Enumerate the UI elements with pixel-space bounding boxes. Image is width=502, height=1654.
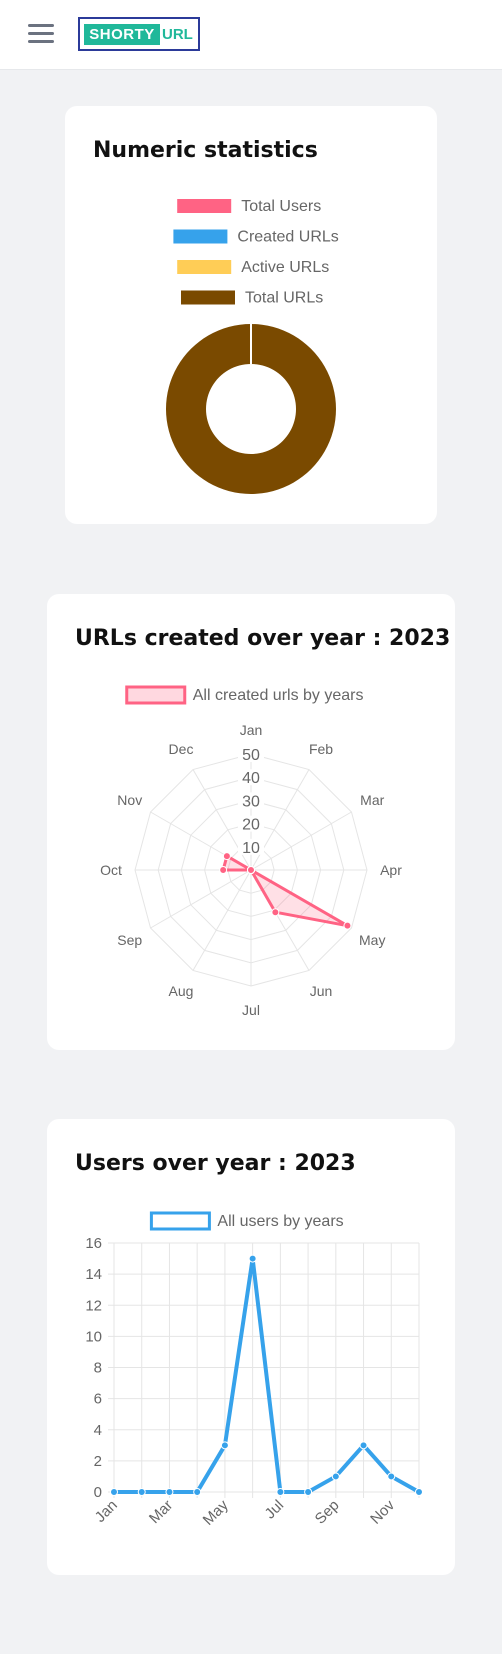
- y-tick-label: 10: [85, 1328, 102, 1345]
- logo-text-url: URL: [162, 26, 193, 43]
- legend-swatch: [177, 260, 232, 274]
- card-title: URLs created over year : 2023: [75, 626, 451, 651]
- x-tick-label: Mar: [146, 1497, 176, 1527]
- series-point: [415, 1488, 423, 1496]
- y-tick-label: 16: [85, 1235, 102, 1252]
- radar-tick-backdrop: [238, 815, 264, 832]
- radar-axis-label: Jul: [242, 1002, 260, 1018]
- radar-tick-backdrop: [238, 792, 264, 809]
- radar-point: [219, 866, 228, 874]
- legend-label: Created URLs: [237, 229, 338, 246]
- legend-label: Active URLs: [241, 259, 329, 276]
- x-tick-label: May: [200, 1496, 232, 1528]
- series-point: [248, 1254, 257, 1263]
- radar-axis-label: Apr: [380, 862, 402, 878]
- radar-axis-label: Mar: [360, 792, 384, 808]
- radar-axis-label: Nov: [117, 792, 142, 808]
- x-tick-label: Sep: [312, 1497, 343, 1528]
- legend-swatch: [173, 229, 228, 244]
- menu-line: [28, 24, 54, 27]
- series-point: [304, 1488, 313, 1496]
- radar-tick-label: 10: [242, 840, 260, 857]
- series-point: [165, 1488, 174, 1496]
- top-navbar: SHORTY URL: [0, 0, 502, 70]
- urls-created-card: URLs created over year : 2023 All create…: [47, 594, 455, 1050]
- radar-axis-label: May: [359, 932, 385, 948]
- series-point: [331, 1472, 340, 1481]
- legend-swatch: [181, 290, 235, 305]
- legend-swatch: [177, 199, 232, 213]
- radar-tick-backdrop: [238, 838, 264, 855]
- y-tick-label: 0: [94, 1484, 102, 1501]
- hamburger-menu-icon[interactable]: [28, 22, 54, 44]
- radar-axis-label: Aug: [169, 983, 194, 999]
- y-tick-label: 14: [85, 1266, 102, 1283]
- radar-spoke: [250, 811, 352, 871]
- y-tick-label: 8: [94, 1360, 102, 1377]
- menu-line: [28, 40, 54, 43]
- y-tick-label: 6: [94, 1391, 102, 1408]
- series-point: [110, 1488, 118, 1496]
- y-tick-label: 2: [94, 1453, 102, 1470]
- card-title: Users over year : 2023: [75, 1151, 356, 1176]
- series-line: [114, 1256, 420, 1494]
- legend-label: Total Users: [241, 198, 321, 215]
- card-title: Numeric statistics: [93, 138, 318, 163]
- radar-spoke: [150, 869, 252, 929]
- numeric-statistics-card: Numeric statistics Total Users Created UR…: [65, 106, 437, 524]
- x-tick-label: Jan: [92, 1497, 121, 1526]
- series-point: [359, 1441, 368, 1450]
- series-point: [220, 1441, 229, 1450]
- y-tick-label: 12: [85, 1297, 102, 1314]
- radar-point: [247, 866, 255, 874]
- series-point: [137, 1488, 146, 1496]
- radar-axis-label: Feb: [309, 741, 333, 757]
- doughnut-chart: Total Users Created URLs Active URLs Total …: [165, 198, 339, 495]
- radar-tick-label: 30: [242, 793, 260, 810]
- radar-spoke: [192, 869, 252, 971]
- menu-line: [28, 32, 54, 35]
- shorty-url-logo[interactable]: SHORTY URL: [78, 17, 200, 51]
- radar-tick-label: 40: [242, 770, 260, 787]
- radar-chart: All created urls by years Jan Feb Mar Apr May…: [100, 685, 402, 1018]
- radar-tick-label: 20: [242, 817, 260, 834]
- legend-label: Total URLs: [245, 290, 323, 307]
- legend-swatch: [125, 685, 187, 705]
- y-tick-label: 4: [94, 1422, 102, 1439]
- doughnut-slice: [165, 324, 336, 495]
- radar-point: [222, 852, 231, 861]
- radar-axis-label: Oct: [100, 862, 122, 878]
- radar-axis-label: Dec: [169, 741, 194, 757]
- radar-axis-label: Jan: [240, 722, 263, 738]
- x-tick-label: Nov: [367, 1496, 398, 1527]
- series-point: [387, 1472, 396, 1481]
- users-over-year-card: Users over year : 2023 All users by year…: [47, 1119, 455, 1575]
- legend-label: All users by years: [217, 1213, 343, 1230]
- radar-point: [271, 908, 280, 917]
- legend-swatch: [149, 1211, 211, 1231]
- series-point: [193, 1488, 202, 1496]
- radar-axis-label: Sep: [117, 932, 142, 948]
- logo-text-shorty: SHORTY: [84, 24, 160, 45]
- x-tick-label: Jul: [262, 1497, 288, 1523]
- radar-point: [343, 921, 352, 930]
- radar-tick-backdrop: [238, 746, 264, 762]
- radar-tick-label: 50: [242, 747, 260, 764]
- series-point: [276, 1488, 285, 1496]
- radar-tick-backdrop: [238, 769, 264, 786]
- legend-label: All created urls by years: [193, 687, 364, 704]
- radar-axis-label: Jun: [310, 983, 333, 999]
- line-chart: All users by years 0 2 4 6 8 10 12 14 16 Jan Mar May…: [85, 1211, 423, 1529]
